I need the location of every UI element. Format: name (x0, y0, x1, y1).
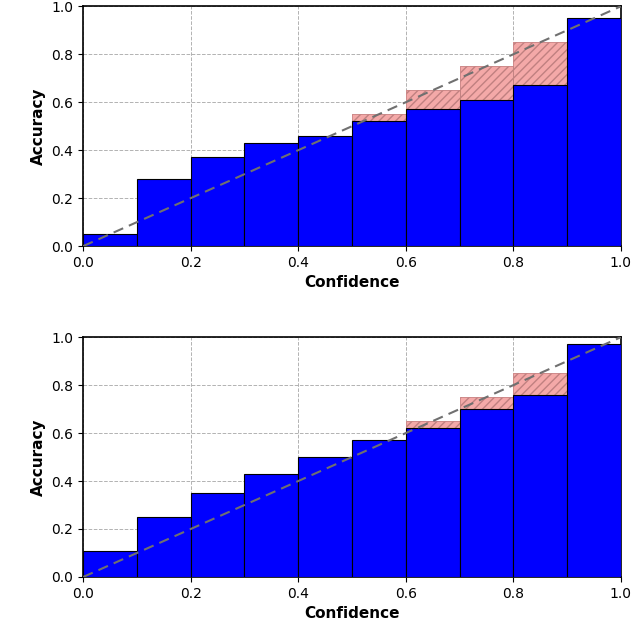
Bar (513, 86, 567, 246)
Bar (460, 67, 513, 100)
Bar (352, 114, 406, 122)
Bar (567, 344, 621, 577)
Bar (406, 429, 460, 577)
Bar (298, 457, 352, 577)
X-axis label: Confidence: Confidence (304, 275, 400, 290)
Bar (191, 493, 244, 577)
Bar (83, 234, 137, 246)
Bar (406, 421, 460, 429)
Bar (460, 100, 513, 246)
Y-axis label: Accuracy: Accuracy (31, 418, 46, 496)
Bar (513, 373, 567, 395)
Bar (352, 440, 406, 577)
Bar (352, 114, 406, 122)
Bar (460, 67, 513, 100)
Bar (406, 110, 460, 246)
Y-axis label: Accuracy: Accuracy (31, 87, 46, 165)
Bar (567, 18, 621, 246)
Bar (137, 517, 191, 577)
Bar (513, 42, 567, 86)
Bar (406, 421, 460, 429)
Bar (513, 395, 567, 577)
Bar (460, 397, 513, 409)
Bar (137, 179, 191, 246)
Bar (244, 143, 298, 246)
Bar (513, 42, 567, 86)
Bar (244, 474, 298, 577)
Bar (460, 397, 513, 409)
Bar (298, 136, 352, 246)
Bar (460, 409, 513, 577)
X-axis label: Confidence: Confidence (304, 606, 400, 621)
Bar (406, 90, 460, 110)
Bar (191, 157, 244, 246)
Bar (513, 373, 567, 395)
Bar (352, 122, 406, 246)
Bar (406, 90, 460, 110)
Bar (83, 550, 137, 577)
